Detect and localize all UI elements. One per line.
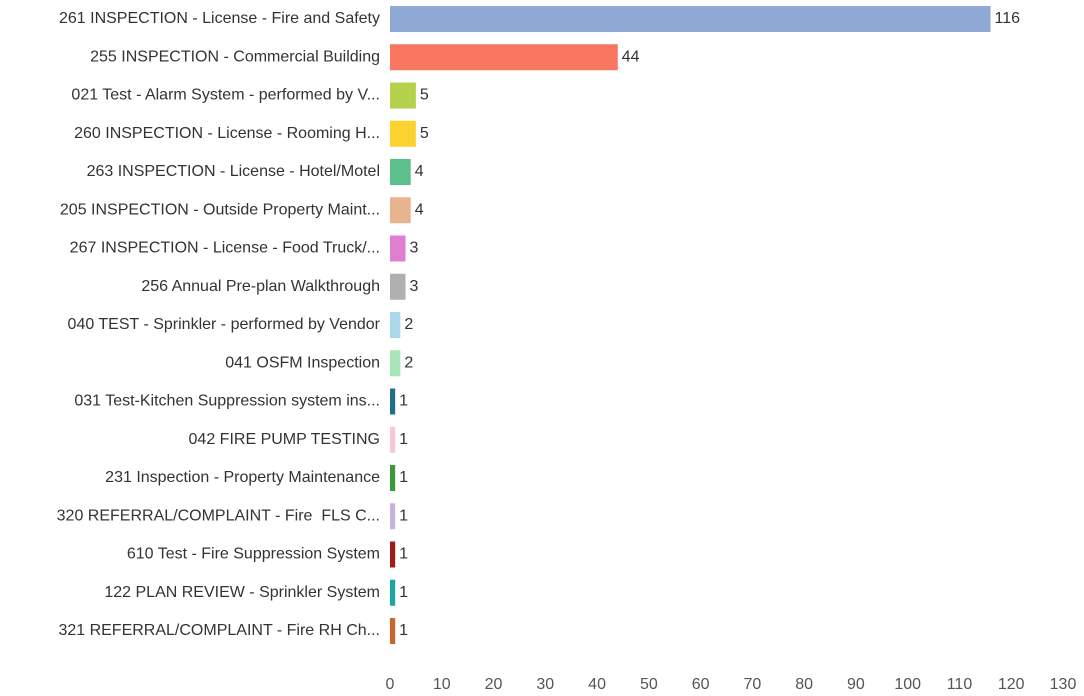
y-tick-label: 031 Test-Kitchen Suppression system ins.… — [74, 393, 380, 410]
x-tick-label: 60 — [692, 676, 710, 693]
x-tick-label: 80 — [795, 676, 813, 693]
x-tick-label: 30 — [536, 676, 554, 693]
x-tick-label: 40 — [588, 676, 606, 693]
x-tick-label: 110 — [947, 676, 973, 693]
x-tick-label: 130 — [1050, 676, 1077, 693]
bar — [390, 388, 396, 415]
y-tick-label: 267 INSPECTION - License - Food Truck/..… — [70, 240, 380, 257]
data-label: 5 — [420, 87, 429, 104]
bar — [390, 44, 618, 71]
bar — [390, 6, 991, 32]
bar — [390, 312, 401, 338]
bar — [390, 579, 396, 606]
data-label: 116 — [995, 10, 1021, 27]
y-tick-label: 610 Test - Fire Suppression System — [127, 546, 380, 563]
bar — [390, 426, 396, 453]
y-tick-label: 040 TEST - Sprinkler - performed by Vend… — [68, 316, 381, 333]
x-tick-label: 20 — [485, 676, 503, 693]
x-tick-label: 50 — [640, 676, 658, 693]
bar — [390, 197, 411, 224]
y-tick-label: 320 REFERRAL/COMPLAINT - Fire FLS C... — [57, 507, 380, 524]
data-label: 2 — [404, 316, 413, 333]
bar — [390, 120, 416, 147]
x-tick-label: 70 — [743, 676, 761, 693]
data-label: 5 — [420, 125, 429, 142]
bar — [390, 350, 401, 377]
y-tick-label: 263 INSPECTION - License - Hotel/Motel — [87, 163, 380, 180]
y-tick-label: 255 INSPECTION - Commercial Building — [90, 48, 380, 65]
x-tick-label: 10 — [433, 676, 451, 693]
y-tick-label: 021 Test - Alarm System - performed by V… — [71, 87, 380, 104]
bar — [390, 159, 411, 185]
data-label: 4 — [415, 201, 424, 218]
bar — [390, 82, 416, 109]
y-tick-label: 321 REFERRAL/COMPLAINT - Fire RH Ch... — [58, 622, 380, 639]
data-label: 1 — [399, 584, 408, 601]
data-label: 1 — [399, 469, 408, 486]
data-label: 2 — [404, 354, 413, 371]
y-tick-label: 122 PLAN REVIEW - Sprinkler System — [104, 584, 380, 601]
bar — [390, 618, 396, 644]
x-tick-label: 0 — [386, 676, 395, 693]
y-tick-label: 041 OSFM Inspection — [225, 354, 380, 371]
data-label: 3 — [410, 278, 419, 295]
y-tick-label: 205 INSPECTION - Outside Property Maint.… — [60, 201, 380, 218]
y-tick-label: 042 FIRE PUMP TESTING — [189, 431, 380, 448]
bar — [390, 503, 396, 530]
data-label: 1 — [399, 622, 408, 639]
bar — [390, 541, 396, 568]
data-label: 1 — [399, 393, 408, 410]
data-label: 1 — [399, 507, 408, 524]
y-tick-label: 260 INSPECTION - License - Rooming H... — [74, 125, 380, 142]
y-tick-label: 231 Inspection - Property Maintenance — [105, 469, 380, 486]
x-tick-label: 90 — [847, 676, 865, 693]
x-tick-label: 120 — [998, 676, 1025, 693]
data-label: 1 — [399, 546, 408, 563]
data-label: 3 — [410, 240, 419, 257]
data-label: 1 — [399, 431, 408, 448]
data-label: 4 — [415, 163, 424, 180]
data-label: 44 — [622, 48, 640, 65]
x-tick-label: 100 — [894, 676, 921, 693]
bar — [390, 465, 396, 491]
bar — [390, 273, 406, 300]
y-tick-label: 261 INSPECTION - License - Fire and Safe… — [59, 10, 380, 27]
bar — [390, 235, 406, 262]
y-tick-label: 256 Annual Pre-plan Walkthrough — [141, 278, 380, 295]
